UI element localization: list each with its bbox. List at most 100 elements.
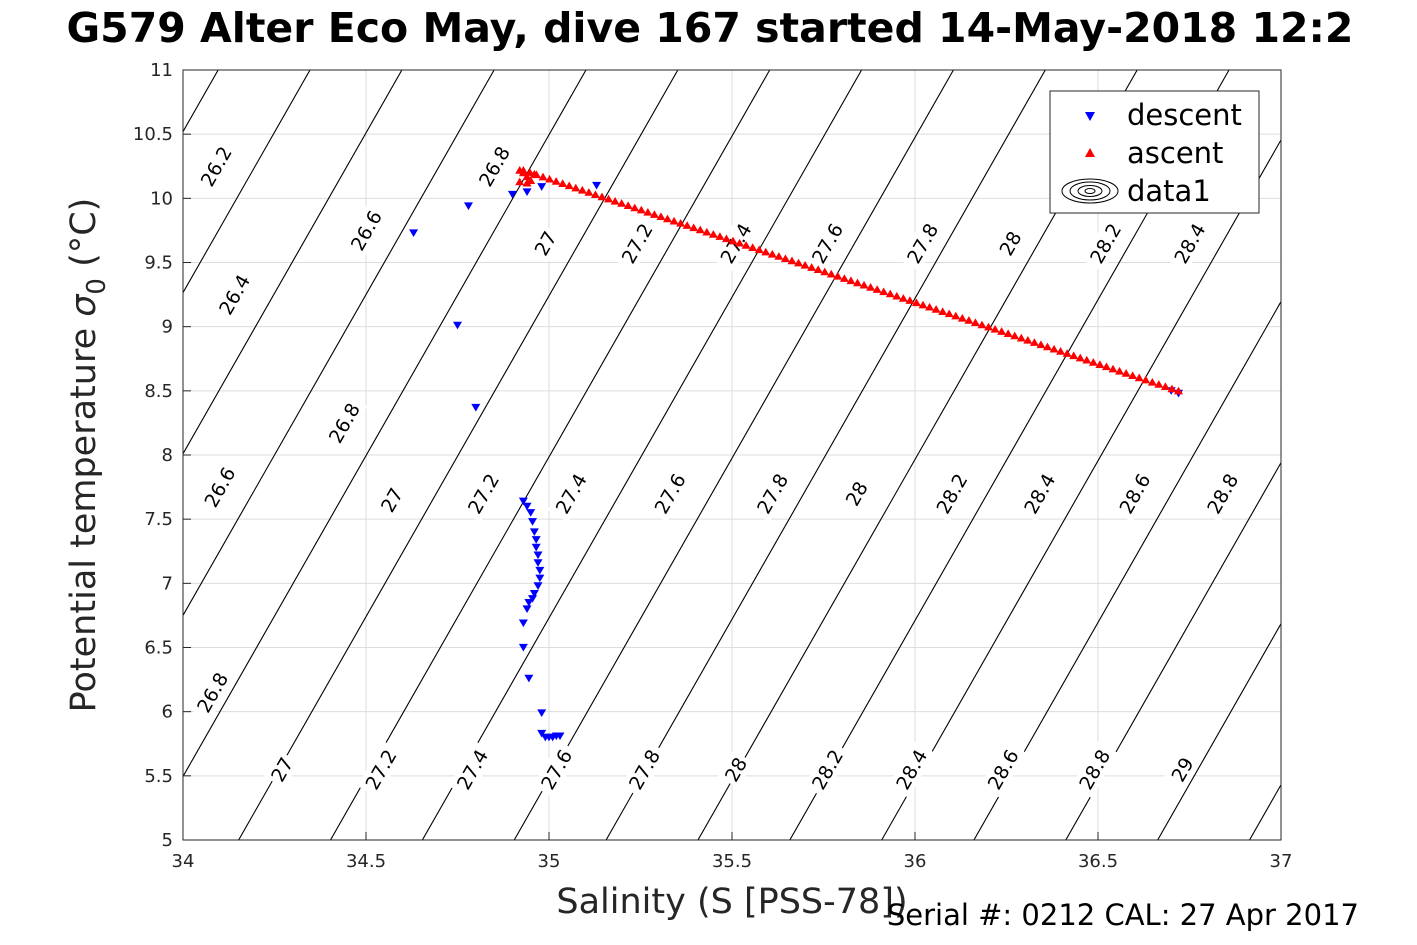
ascent-point bbox=[1121, 369, 1131, 377]
ascent-point bbox=[938, 307, 948, 315]
ascent-point bbox=[551, 177, 561, 185]
ascent-point bbox=[957, 313, 967, 322]
contour-label: 28.2 bbox=[928, 464, 975, 523]
ascent-point bbox=[1003, 329, 1013, 338]
ascent-point bbox=[879, 287, 889, 296]
ascent-point bbox=[1174, 386, 1184, 395]
ascent-point bbox=[1160, 382, 1170, 391]
contour-label-bg bbox=[717, 750, 754, 789]
ascent-point bbox=[741, 241, 751, 249]
ascent-point bbox=[1154, 380, 1164, 388]
ascent-point bbox=[1095, 360, 1105, 368]
isopycnal-line bbox=[183, 70, 587, 778]
ascent-point bbox=[911, 298, 921, 307]
ascent-point bbox=[728, 236, 738, 245]
ascent-point bbox=[636, 205, 646, 214]
contour-label: 27 bbox=[263, 750, 300, 789]
ascent-point bbox=[1036, 340, 1046, 349]
ascent-point bbox=[931, 305, 941, 313]
ascent-point bbox=[872, 285, 882, 293]
contour-label: 28.8 bbox=[1071, 740, 1118, 798]
descent-point bbox=[524, 598, 534, 607]
contour-label-bg bbox=[979, 740, 1027, 798]
contour-label: 28.4 bbox=[1016, 464, 1063, 523]
ascent-point bbox=[526, 176, 536, 184]
contour-label-bg bbox=[263, 750, 300, 789]
isopycnal-line bbox=[183, 70, 495, 617]
isopycnal-line bbox=[421, 70, 863, 840]
descent-point bbox=[453, 321, 462, 330]
ascent-point bbox=[577, 185, 587, 194]
ascent-point bbox=[951, 311, 961, 320]
axis-ticks: 34 34.5 35 35.5 36 36.5 37 5 5.5 6 6.5 7 7.5 8 8.5 9 9.5… bbox=[133, 60, 1293, 872]
descent-point bbox=[535, 566, 545, 575]
ascent-point bbox=[997, 327, 1007, 335]
isopycnal-line bbox=[513, 70, 954, 840]
ascent-point bbox=[885, 289, 895, 298]
contour-label: 27.8 bbox=[620, 740, 668, 798]
contour-label-bg bbox=[748, 464, 796, 523]
contour-label: 28.6 bbox=[1111, 464, 1158, 523]
descent-point bbox=[526, 509, 536, 517]
ascent-point bbox=[970, 318, 980, 327]
legend-label: ascent bbox=[1127, 136, 1223, 170]
x-tick-label: 36.5 bbox=[1078, 851, 1118, 872]
ascent-point bbox=[826, 269, 836, 278]
ascent-point bbox=[630, 203, 640, 212]
isopycnal-line bbox=[1157, 622, 1281, 840]
contour-label-bg bbox=[928, 464, 975, 523]
x-tick-label: 35 bbox=[538, 851, 561, 872]
ascent-point bbox=[990, 324, 1000, 333]
contour-label-bg bbox=[448, 740, 496, 798]
ascent-point bbox=[610, 196, 620, 205]
ascent-point bbox=[531, 170, 541, 179]
contour-label-bg bbox=[459, 464, 507, 523]
contour-label: 28.2 bbox=[1082, 214, 1129, 272]
contour-label-bg bbox=[373, 480, 410, 519]
ascent-point bbox=[984, 322, 994, 331]
legend-label: data1 bbox=[1127, 174, 1211, 208]
ascent-point bbox=[925, 302, 935, 311]
contour-label-bg bbox=[1016, 464, 1063, 523]
contour-label: 27.4 bbox=[547, 464, 595, 523]
ascent-point bbox=[617, 199, 627, 207]
contour-labels: 26.2 26.4 26.6 26.8 26.6 26.8 27 27 26.8 27 27.2 27… bbox=[188, 137, 1246, 798]
contour-label: 28 bbox=[838, 474, 875, 513]
descent-point bbox=[533, 551, 543, 560]
contour-label-bg bbox=[533, 740, 580, 798]
contour-label: 27.2 bbox=[459, 464, 507, 523]
isopycnal-line bbox=[183, 70, 403, 455]
contour-label: 26.8 bbox=[470, 137, 518, 195]
ascent-point bbox=[761, 247, 771, 256]
contour-label: 26.8 bbox=[188, 663, 236, 721]
ascent-point bbox=[839, 274, 849, 282]
ascent-point bbox=[1042, 342, 1052, 351]
descent-point bbox=[409, 229, 419, 238]
x-tick-label: 37 bbox=[1270, 851, 1293, 872]
y-tick-label: 5.5 bbox=[144, 766, 173, 787]
contour-label-bg bbox=[613, 214, 661, 272]
ascent-point bbox=[669, 216, 679, 225]
contour-label-bg bbox=[196, 458, 243, 516]
contour-label: 26.4 bbox=[210, 266, 258, 324]
contour-label-bg bbox=[620, 740, 668, 798]
ascent-point bbox=[1167, 384, 1177, 393]
descent-point bbox=[531, 543, 541, 552]
ascent-point bbox=[800, 260, 810, 269]
isopycnal-line bbox=[605, 70, 1046, 840]
contour-label-bg bbox=[210, 266, 258, 324]
ascent-point bbox=[964, 316, 974, 324]
ascent-point bbox=[656, 212, 666, 221]
contour-label-text: 29 bbox=[1168, 754, 1199, 786]
contour-label-bg bbox=[357, 740, 404, 798]
ascent-point bbox=[525, 168, 535, 176]
ascent-point bbox=[1141, 375, 1151, 384]
descent-point bbox=[533, 559, 543, 567]
ascent-point bbox=[767, 249, 777, 258]
y-tick-label: 8.5 bbox=[144, 381, 173, 402]
ascent-point bbox=[1069, 351, 1079, 360]
contour-label-bg bbox=[342, 201, 390, 259]
descent-point bbox=[531, 536, 541, 544]
contour-label-bg bbox=[1071, 740, 1118, 798]
contour-label-bg bbox=[888, 740, 935, 798]
